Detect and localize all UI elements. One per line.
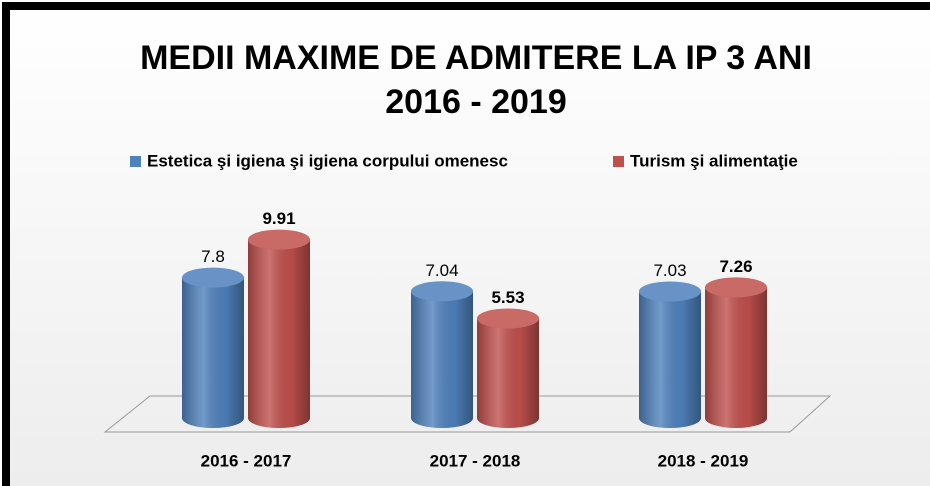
data-label: 5.53 — [491, 288, 524, 307]
bar-top-highlight — [411, 281, 473, 302]
bar-top — [248, 229, 310, 250]
x-tick-label: 2017 - 2018 — [430, 451, 521, 470]
data-label: 7.03 — [653, 261, 686, 280]
bar-shade — [182, 277, 244, 428]
data-label: 7.26 — [719, 257, 752, 276]
chart-subtitle: 2016 - 2019 — [385, 83, 567, 121]
floor — [103, 395, 832, 433]
bar-shade — [411, 291, 473, 428]
x-tick-label: 2018 - 2019 — [658, 451, 749, 470]
bar-top-highlight — [639, 281, 701, 302]
data-label: 7.8 — [201, 247, 225, 266]
bar-top — [639, 281, 701, 302]
plot — [182, 229, 767, 428]
data-label: 9.91 — [262, 209, 295, 228]
x-tick-label: 2016 - 2017 — [201, 451, 292, 470]
bar-top-highlight — [705, 277, 767, 298]
bar-top — [411, 281, 473, 302]
bar-top — [477, 308, 539, 329]
chart-title: MEDII MAXIME DE ADMITERE LA IP 3 ANI — [140, 39, 812, 77]
bar-top — [705, 277, 767, 298]
bar-shade — [705, 287, 767, 428]
legend-swatch — [130, 156, 141, 167]
data-label: 7.04 — [425, 261, 458, 280]
bar-top — [182, 267, 244, 288]
legend-swatch — [613, 156, 624, 167]
legend-label: Estetica şi igiena şi igiena corpului om… — [147, 151, 508, 170]
bar-shade — [477, 318, 539, 428]
legend-label: Turism şi alimentaţie — [630, 151, 798, 170]
bar-top-highlight — [477, 308, 539, 329]
bar-shade — [248, 239, 310, 428]
bar-top-highlight — [248, 229, 310, 250]
bar-shade — [639, 291, 701, 428]
bar-top-highlight — [182, 267, 244, 288]
